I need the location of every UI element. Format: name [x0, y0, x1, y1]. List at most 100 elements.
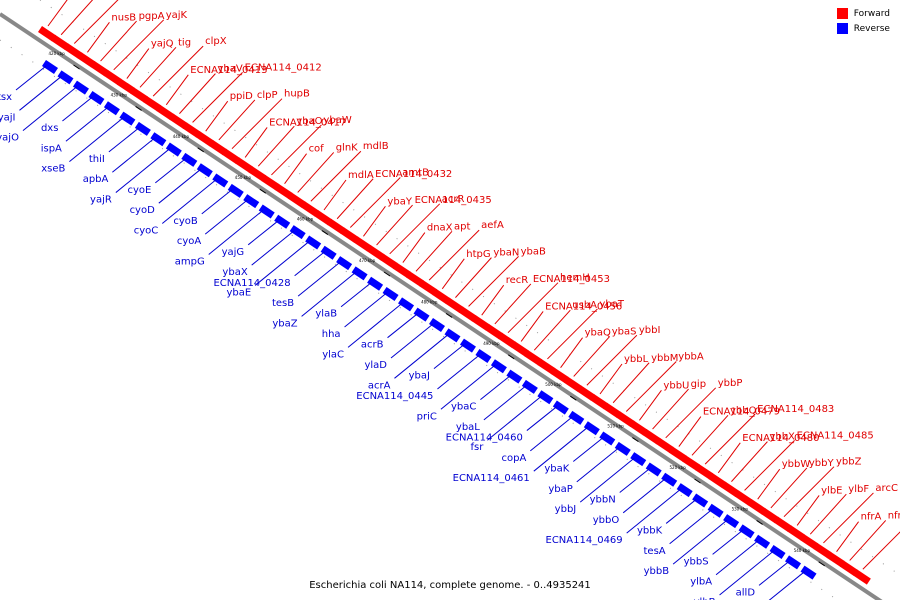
reverse-gene-label: yajI: [0, 112, 15, 123]
reverse-gene: [119, 111, 136, 126]
forward-gene-leader: [704, 413, 756, 465]
forward-gene-leader: [625, 361, 677, 412]
legend-reverse-label: Reverse: [853, 23, 890, 34]
forward-gene-label: ybbU: [663, 380, 689, 391]
reverse-gene: [289, 225, 306, 240]
reverse-gene: [150, 132, 167, 147]
forward-gene-leader: [849, 520, 887, 561]
forward-gene-leader: [691, 414, 729, 456]
tick-label: 540 kbp: [794, 548, 811, 553]
reverse-gene-leader: [715, 540, 759, 576]
forward-gene-leader: [652, 388, 689, 430]
legend-reverse: Reverse: [836, 23, 890, 34]
forward-gene-label: clpX: [205, 36, 227, 47]
forward-gene-label: ECNA114_0456: [545, 301, 622, 312]
reverse-gene-label: yajO: [0, 133, 19, 144]
forward-gene-leader: [862, 531, 900, 570]
forward-gene-leader: [547, 308, 598, 360]
forward-gene-label: nfrB1: [888, 510, 900, 521]
reverse-gene: [785, 555, 802, 570]
forward-gene-label: ybbM: [651, 353, 678, 364]
reverse-swatch: [836, 23, 848, 34]
forward-gene-leader: [310, 150, 362, 202]
reverse-gene-label: ybbJ: [555, 504, 577, 515]
reverse-gene-leader: [158, 168, 202, 204]
reverse-gene: [103, 101, 120, 116]
forward-gene-label: ushA: [572, 300, 597, 311]
forward-gene-leader: [441, 258, 465, 290]
reverse-gene-leader: [161, 179, 217, 224]
tick-label: 460 kbp: [297, 217, 314, 222]
reverse-gene-label: cyoE: [127, 185, 151, 196]
reverse-gene: [583, 421, 600, 436]
reverse-gene: [723, 514, 740, 529]
reverse-gene-leader: [440, 364, 496, 410]
forward-gene: [353, 236, 372, 252]
reverse-gene-leader: [758, 560, 790, 586]
reverse-gene-label: cyoA: [177, 236, 202, 247]
reverse-gene-leader: [201, 189, 233, 215]
forward-gene-leader: [218, 99, 256, 141]
forward-gene: [445, 297, 464, 313]
forward-gene: [392, 262, 411, 278]
forward-gene: [300, 201, 319, 217]
reverse-gene: [274, 214, 291, 229]
forward-gene: [616, 411, 635, 427]
reverse-gene-label: ECNA114_0461: [453, 473, 530, 484]
forward-gene-label: ECNA114_0413: [190, 65, 267, 76]
tick-label: 530 kbp: [732, 506, 749, 511]
forward-gene-leader: [560, 337, 583, 369]
reverse-gene: [305, 235, 322, 250]
forward-gene-leader: [836, 521, 859, 553]
reverse-gene-leader: [622, 478, 666, 514]
forward-gene: [90, 61, 109, 77]
forward-gene: [668, 446, 687, 462]
reverse-gene-label: dxs: [41, 123, 58, 134]
forward-gene: [734, 490, 753, 506]
forward-gene-label: amtB: [402, 168, 429, 179]
tick-mark: [756, 519, 763, 525]
tick-label: 510 kbp: [607, 424, 624, 429]
forward-gene: [603, 402, 622, 419]
forward-gene-label: recR: [506, 275, 529, 286]
tick-mark: [135, 105, 142, 111]
forward-gene: [576, 385, 595, 401]
tick-label: 440 kbp: [173, 134, 190, 139]
reverse-gene-leader: [254, 241, 310, 286]
reverse-gene-leader: [394, 333, 449, 379]
forward-gene: [852, 569, 871, 585]
reverse-gene-label: tesA: [644, 546, 666, 557]
tick-mark: [818, 561, 825, 567]
forward-gene-label: mdlA: [348, 170, 374, 181]
forward-gene-label: ylbF: [848, 484, 869, 495]
forward-gene-leader: [757, 468, 781, 500]
forward-gene-label: aefA: [481, 220, 504, 231]
forward-gene: [826, 551, 845, 568]
reverse-gene-leader: [619, 468, 651, 493]
reverse-gene-label: ylbA: [690, 577, 712, 588]
tick-label: 430 kbp: [111, 92, 128, 97]
reverse-gene-label: fsr: [471, 442, 485, 453]
reverse-gene: [367, 276, 384, 291]
forward-gene-leader: [481, 284, 505, 316]
reverse-gene-label: hha: [322, 329, 341, 340]
forward-gene: [274, 183, 293, 200]
tick-label: 470 kbp: [359, 258, 376, 263]
forward-gene-leader: [731, 441, 768, 482]
reverse-gene: [552, 400, 569, 415]
reverse-gene-label: ylbB: [694, 597, 716, 600]
reverse-gene-label: ECNA114_0445: [356, 391, 433, 402]
reverse-gene-leader: [115, 148, 171, 193]
reverse-gene: [196, 163, 213, 178]
reverse-gene-leader: [483, 385, 527, 421]
forward-gene-leader: [402, 232, 426, 263]
forward-gene: [379, 253, 398, 270]
forward-gene: [235, 157, 254, 173]
reverse-gene-leader: [297, 261, 341, 297]
reverse-gene-label: ybbB: [644, 566, 670, 577]
forward-gene-leader: [349, 177, 401, 228]
forward-gene-label: ybbL: [624, 354, 649, 365]
forward-gene: [38, 26, 56, 42]
reverse-gene-label: yajR: [90, 195, 112, 206]
